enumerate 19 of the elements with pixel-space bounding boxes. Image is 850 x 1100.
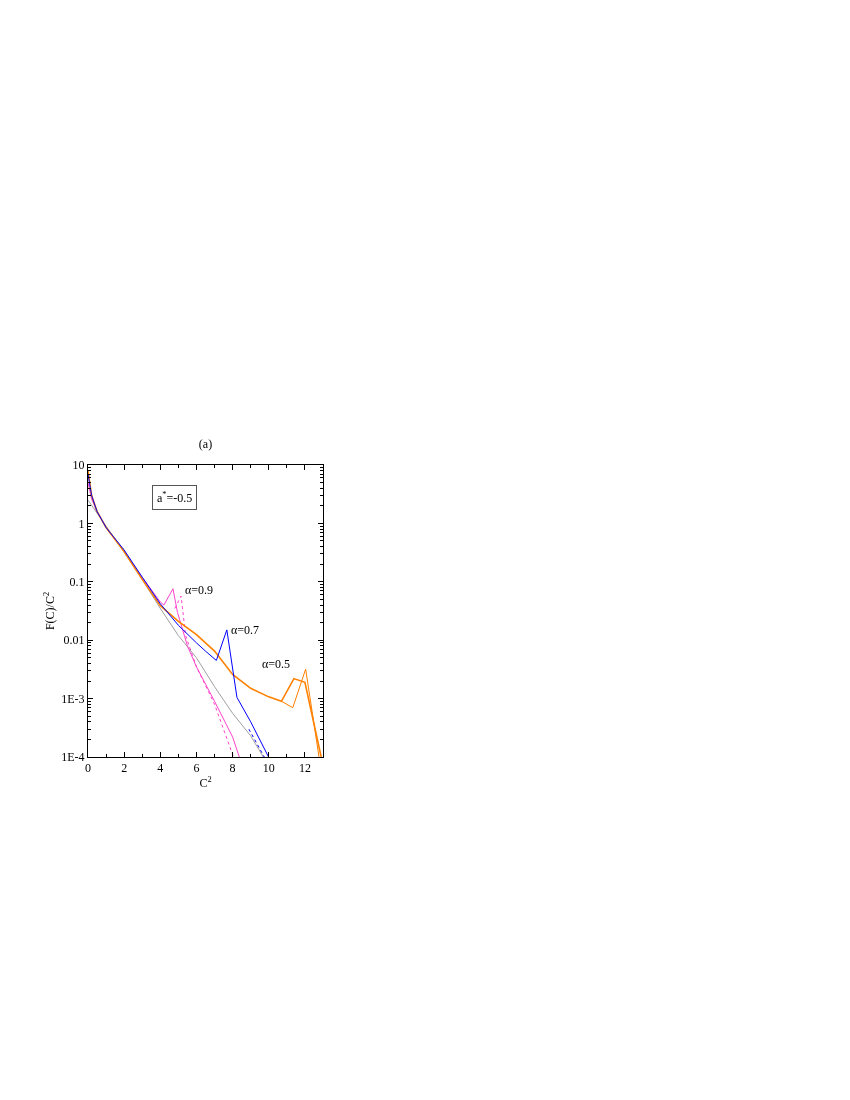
x-tick-label: 0 [85, 761, 91, 776]
y-tick-label: 1E-4 [61, 750, 85, 765]
x-tick-label: 12 [298, 761, 311, 776]
annotation: α=0.9 [185, 583, 214, 597]
y-tick-label: 1 [78, 516, 85, 531]
x-tick-label: 8 [229, 761, 236, 776]
annotation: α=0.7 [231, 623, 260, 637]
chart-title: (a) [198, 437, 213, 451]
x-tick-label: 10 [262, 761, 275, 776]
annotation: a$^{*}$=-0.5 [157, 490, 193, 506]
y-tick-label: 10 [72, 458, 85, 473]
x-axis-title: C$^{2}$ [199, 775, 212, 791]
x-tick-label: 4 [157, 761, 164, 776]
y-tick-label: 1E-3 [61, 691, 85, 706]
x-tick-label: 6 [193, 761, 200, 776]
annotation: α=0.5 [262, 657, 291, 671]
y-tick-label: 0.01 [63, 633, 85, 648]
y-tick-label: 0.1 [69, 575, 85, 589]
x-tick-label: 2 [121, 761, 128, 776]
